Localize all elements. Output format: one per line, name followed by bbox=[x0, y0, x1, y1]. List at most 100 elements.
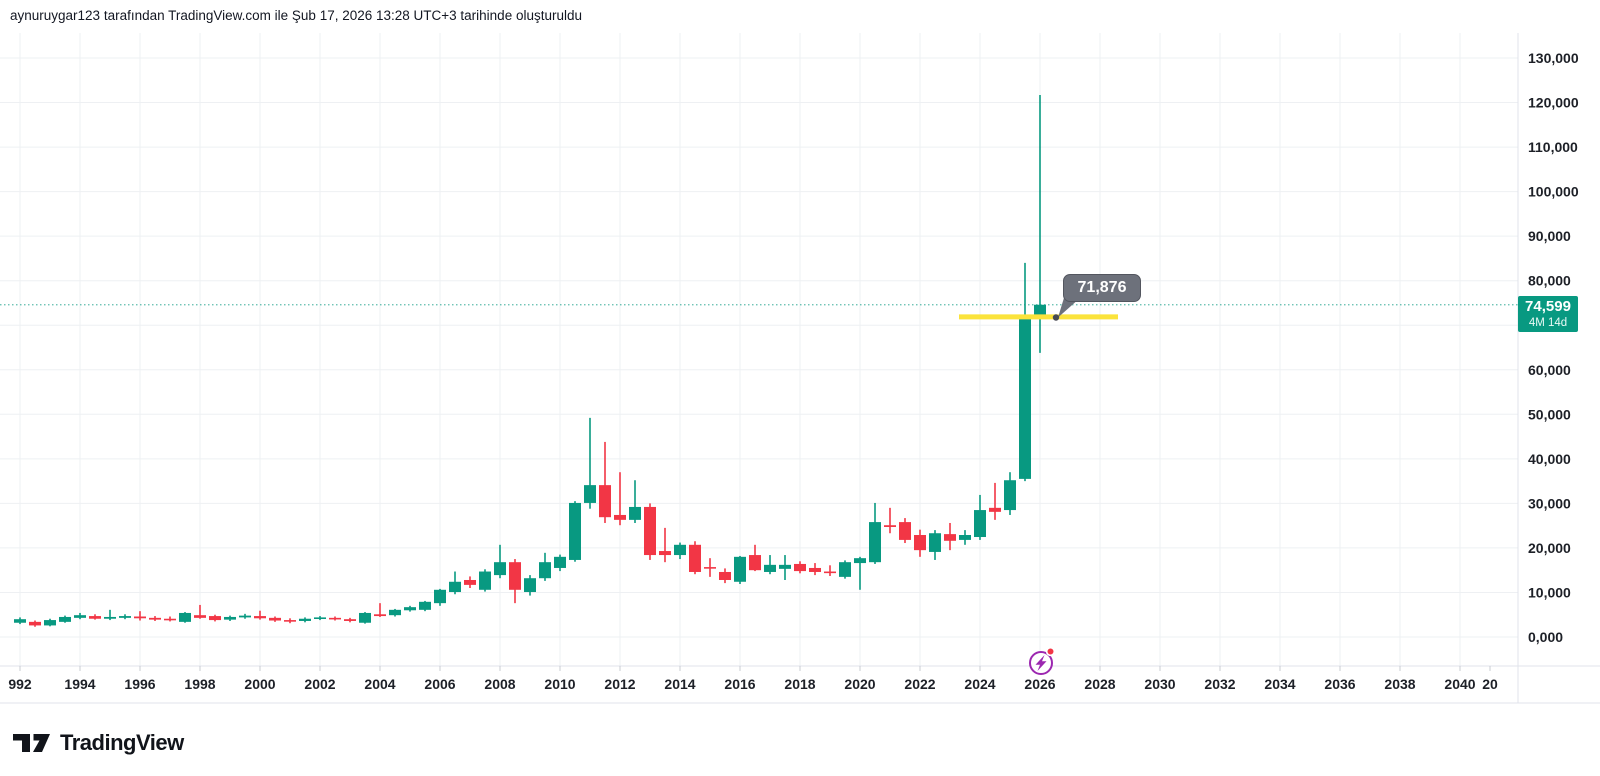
horizontal-line-drawing[interactable] bbox=[959, 314, 1118, 320]
candle-1993-H1 bbox=[44, 618, 56, 627]
x-axis-label: 20 bbox=[1482, 676, 1498, 692]
line-anchor-dot[interactable] bbox=[1052, 314, 1060, 321]
candlesticks bbox=[14, 94, 1046, 627]
candle-2019-H2 bbox=[839, 560, 851, 579]
candle-2018-H2 bbox=[809, 563, 821, 576]
candle-2018-H1 bbox=[794, 561, 806, 574]
price-axis-label: 110,000 bbox=[1528, 139, 1578, 155]
candle-2001-H1 bbox=[284, 618, 296, 624]
candle-1993-H2 bbox=[59, 615, 71, 623]
candle-2022-H1 bbox=[914, 529, 926, 557]
candle-2002-H1 bbox=[314, 616, 326, 621]
candle-1994-H2 bbox=[89, 614, 101, 620]
x-axis-label: 2004 bbox=[364, 676, 395, 692]
candle-2023-H2 bbox=[959, 530, 971, 545]
candle-2000-H1 bbox=[254, 610, 266, 620]
x-axis-label: 1996 bbox=[124, 676, 155, 692]
price-tooltip: 71,876 bbox=[1063, 274, 1141, 302]
current-price-tag: 74,599 4M 14d bbox=[1518, 296, 1578, 332]
candle-2010-H2 bbox=[569, 501, 581, 562]
candle-2006-H1 bbox=[434, 588, 446, 606]
candle-2008-H1 bbox=[494, 544, 506, 579]
x-axis-label: 992 bbox=[8, 676, 32, 692]
candle-2004-H2 bbox=[389, 608, 401, 617]
price-tooltip-value: 71,876 bbox=[1077, 279, 1127, 296]
candle-2005-H2 bbox=[419, 600, 431, 612]
x-axis-label: 2010 bbox=[544, 676, 575, 692]
candle-2013-H2 bbox=[659, 527, 671, 563]
tradingview-logo-text: TradingView bbox=[60, 730, 184, 755]
candle-2019-H1 bbox=[824, 565, 836, 576]
candle-2015-H1 bbox=[704, 558, 716, 577]
x-axis-label: 1998 bbox=[184, 676, 215, 692]
candle-2001-H2 bbox=[299, 617, 311, 623]
candle-1992-H1 bbox=[14, 617, 26, 625]
x-axis-label: 2036 bbox=[1324, 676, 1355, 692]
price-axis-label: 40,000 bbox=[1528, 451, 1571, 467]
x-axis-label: 2016 bbox=[724, 676, 755, 692]
candle-2023-H1 bbox=[944, 522, 956, 551]
candle-2021-H2 bbox=[899, 518, 911, 544]
candle-2026-H1 bbox=[1034, 94, 1046, 353]
candle-2003-H2 bbox=[359, 612, 371, 624]
price-axis-label: 0,000 bbox=[1528, 629, 1563, 645]
x-axis-label: 2030 bbox=[1144, 676, 1175, 692]
x-axis-label: 2034 bbox=[1264, 676, 1295, 692]
candle-1992-H2 bbox=[29, 620, 41, 627]
candle-1994-H1 bbox=[74, 612, 86, 620]
x-axis-label: 2006 bbox=[424, 676, 455, 692]
candle-2009-H2 bbox=[539, 552, 551, 581]
price-axis-label: 20,000 bbox=[1528, 540, 1571, 556]
candle-2012-H1 bbox=[614, 472, 626, 526]
x-axis-label: 2000 bbox=[244, 676, 275, 692]
candle-2012-H2 bbox=[629, 480, 641, 523]
candle-2011-H1 bbox=[584, 417, 596, 509]
candle-2015-H2 bbox=[719, 568, 731, 584]
candle-1996-H2 bbox=[149, 616, 161, 621]
x-axis-label: 2022 bbox=[904, 676, 935, 692]
time-axis[interactable]: 992 1994 1996 1998 2000 2002 2004 2006 2008 2010 2… bbox=[8, 666, 1498, 692]
candle-2009-H1 bbox=[524, 575, 536, 596]
x-axis-label: 2024 bbox=[964, 676, 995, 692]
notification-dot bbox=[1045, 646, 1056, 657]
candle-1997-H2 bbox=[179, 612, 191, 623]
x-axis-label: 2038 bbox=[1384, 676, 1415, 692]
bar-close-countdown: 4M 14d bbox=[1528, 317, 1568, 329]
x-axis-label: 2028 bbox=[1084, 676, 1115, 692]
candle-2000-H2 bbox=[269, 616, 281, 622]
candle-2016-H1 bbox=[734, 555, 746, 584]
x-axis-label: 2018 bbox=[784, 676, 815, 692]
candle-2011-H2 bbox=[599, 441, 611, 523]
candle-2004-H1 bbox=[374, 603, 386, 617]
candle-1997-H1 bbox=[164, 616, 176, 622]
price-axis-label: 90,000 bbox=[1528, 228, 1571, 244]
candle-2010-H1 bbox=[554, 554, 566, 572]
candle-2024-H1 bbox=[974, 494, 986, 540]
candle-2022-H2 bbox=[929, 530, 941, 560]
price-axis-label: 30,000 bbox=[1528, 495, 1571, 511]
tradingview-logo[interactable]: TradingView bbox=[13, 730, 184, 756]
candle-2005-H1 bbox=[404, 605, 416, 612]
candle-1999-H2 bbox=[239, 613, 251, 619]
price-axis-label: 100,000 bbox=[1528, 184, 1579, 200]
event-marker-icon[interactable] bbox=[1029, 646, 1056, 675]
candle-2008-H2 bbox=[509, 559, 521, 604]
candle-1996-H1 bbox=[134, 611, 146, 621]
candle-2006-H2 bbox=[449, 571, 461, 595]
candle-2007-H2 bbox=[479, 569, 491, 592]
candle-2025-H2 bbox=[1019, 262, 1031, 482]
candle-2017-H2 bbox=[779, 555, 791, 580]
x-axis-label: 2040 bbox=[1444, 676, 1475, 692]
price-axis-label: 60,000 bbox=[1528, 362, 1571, 378]
price-axis[interactable]: 130,000 120,000 110,000 100,000 90,000 80,000… bbox=[1528, 50, 1579, 645]
candle-2021-H1 bbox=[884, 507, 896, 534]
price-axis-label: 10,000 bbox=[1528, 584, 1571, 600]
attribution-text: aynuruygar123 tarafından TradingView.com… bbox=[10, 8, 582, 23]
price-axis-label: 50,000 bbox=[1528, 406, 1571, 422]
candle-2017-H1 bbox=[764, 555, 776, 575]
lightning-bolt-icon bbox=[1035, 655, 1047, 671]
x-axis-label: 2008 bbox=[484, 676, 515, 692]
gridlines bbox=[0, 33, 1518, 666]
x-axis-label: 2014 bbox=[664, 676, 695, 692]
